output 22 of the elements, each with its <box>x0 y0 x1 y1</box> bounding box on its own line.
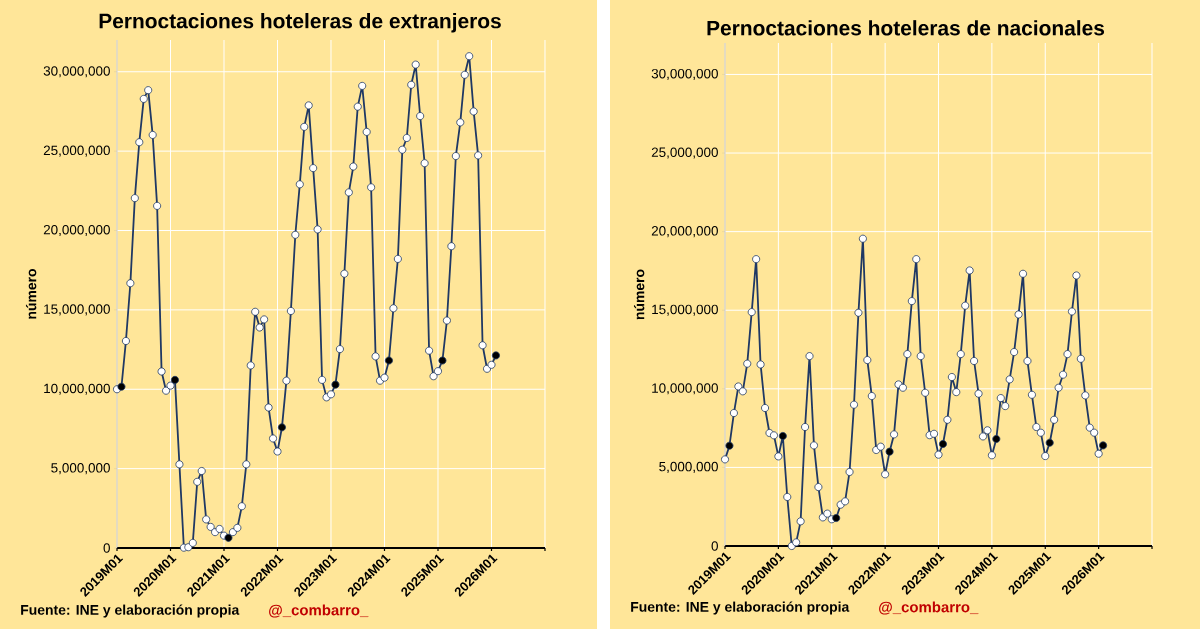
y-tick-label: 10,000,000 <box>44 383 110 395</box>
y-tick-label: 10,000,000 <box>652 383 718 395</box>
y-tick-label: 25,000,000 <box>43 145 110 157</box>
y-tick-label: 0 <box>103 543 110 553</box>
y-tick-label: 25,000,000 <box>651 147 718 159</box>
y-axis-title: número <box>633 269 645 320</box>
text: @_combarro_ <box>879 601 979 615</box>
y-tick-label: 30,000,000 <box>651 68 718 80</box>
source-note: Fuente: INE y elaboración propia <box>631 601 850 615</box>
y-tick-label: 5,000,000 <box>659 461 718 473</box>
y-tick-label: 20,000,000 <box>43 224 110 237</box>
y-tick-label: 30,000,000 <box>43 66 110 78</box>
y-axis-title: número <box>25 268 37 319</box>
chart-title: Pernoctaciones hoteleras de nacionales <box>707 20 1105 36</box>
y-tick-label: 15,000,000 <box>44 304 110 316</box>
y-tick-label: 0 <box>711 541 718 551</box>
y-tick-label: 15,000,000 <box>652 304 718 316</box>
text: @_combarro_ <box>269 604 369 618</box>
y-tick-label: 5,000,000 <box>51 463 110 475</box>
source-note: Fuente: INE y elaboración propia <box>21 604 240 618</box>
y-tick-label: 20,000,000 <box>651 226 718 238</box>
chart-title: Pernoctaciones hoteleras de extranjeros <box>99 13 501 33</box>
